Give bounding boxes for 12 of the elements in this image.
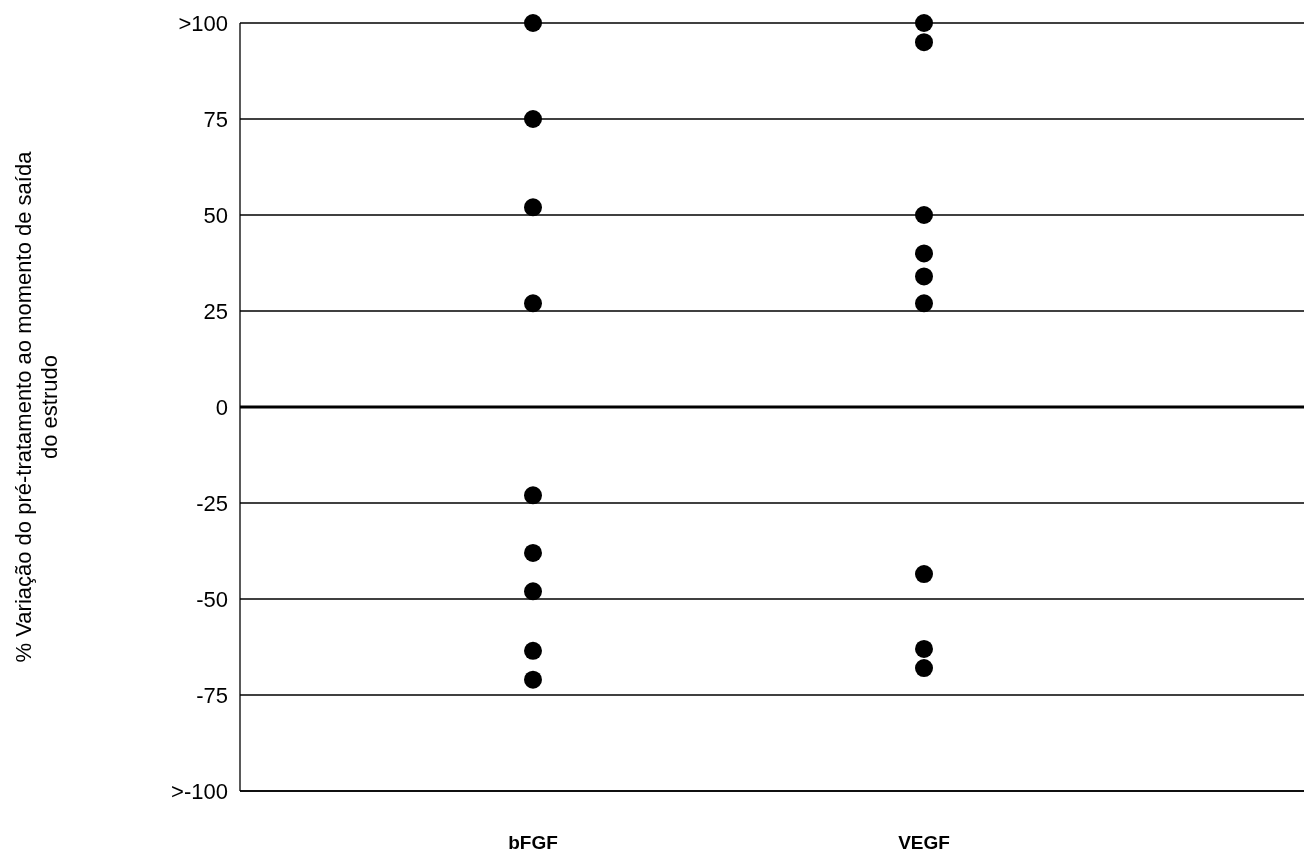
y-tick-label: 75 bbox=[203, 106, 228, 132]
x-tick-label: VEGF bbox=[898, 831, 950, 853]
y-tick-label: 50 bbox=[203, 202, 228, 228]
y-tick-label: -25 bbox=[196, 490, 228, 516]
x-tick-label: bFGF bbox=[508, 831, 558, 853]
y-tick-label: 25 bbox=[203, 298, 228, 324]
y-tick-label: -75 bbox=[196, 682, 228, 708]
y-tick-label: -50 bbox=[196, 586, 228, 612]
y-tick-label: >-100 bbox=[171, 778, 228, 804]
y-axis-title: % Variação do pré-tratamento ao momento de saída do estrudo bbox=[10, 150, 63, 663]
y-tick-label: >100 bbox=[178, 10, 228, 36]
y-tick-label: 0 bbox=[215, 394, 228, 420]
